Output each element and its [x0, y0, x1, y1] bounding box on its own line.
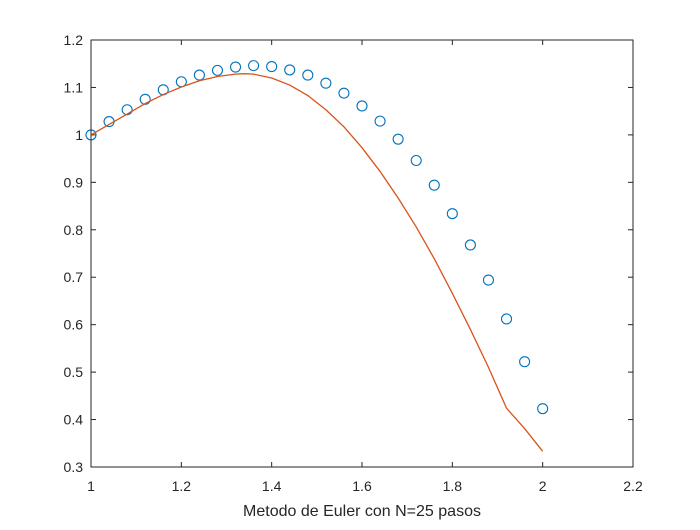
euler-point: [229, 61, 242, 73]
euler-point: [211, 64, 224, 76]
euler-point: [500, 313, 513, 325]
euler-point: [193, 69, 205, 81]
x-tick-label: 2: [539, 478, 547, 494]
x-tick-label: 1.8: [443, 478, 463, 494]
x-axis-label: Metodo de Euler con N=25 pasos: [243, 503, 481, 520]
euler-point: [446, 208, 458, 220]
euler-point: [284, 64, 296, 76]
x-tick-label: 1: [87, 478, 95, 494]
euler-point: [248, 60, 260, 72]
y-tick-label: 0.5: [64, 364, 84, 380]
x-tick-label: 1.2: [172, 478, 192, 494]
euler-point: [392, 133, 404, 145]
euler-point: [338, 87, 350, 99]
euler-point: [320, 77, 332, 89]
x-tick-label: 1.6: [352, 478, 372, 494]
euler-point: [374, 115, 386, 127]
euler-point: [356, 100, 368, 112]
y-tick-label: 0.3: [64, 459, 84, 475]
plot-background: [91, 40, 633, 467]
euler-point: [464, 239, 476, 251]
y-tick-label: 0.6: [64, 317, 84, 333]
exact-solution-line: [90, 73, 544, 452]
y-tick-label: 1.2: [64, 32, 84, 48]
y-tick-label: 0.7: [64, 269, 84, 285]
euler-point: [266, 61, 278, 73]
euler-point: [537, 403, 549, 415]
y-tick-label: 1: [75, 127, 83, 143]
euler-point: [482, 274, 495, 286]
x-tick-label: 1.4: [262, 478, 282, 494]
series-layer: [85, 60, 549, 452]
x-ticks: 1 1.2 1.4 1.6 1.8 2 2.2: [87, 40, 643, 494]
x-tick-label: 2.2: [623, 478, 643, 494]
y-tick-label: 0.4: [64, 412, 84, 428]
euler-point: [302, 69, 314, 81]
euler-point: [519, 356, 531, 368]
y-ticks: 0.3 0.4 0.5 0.6 0.7 0.8 0.9 1 1.1 1.2: [64, 32, 633, 475]
euler-point: [428, 179, 440, 191]
euler-point: [410, 154, 422, 167]
plot-frame: [90, 39, 634, 468]
y-tick-label: 0.8: [64, 222, 84, 238]
y-tick-label: 1.1: [64, 79, 84, 95]
y-tick-label: 0.9: [64, 174, 84, 190]
